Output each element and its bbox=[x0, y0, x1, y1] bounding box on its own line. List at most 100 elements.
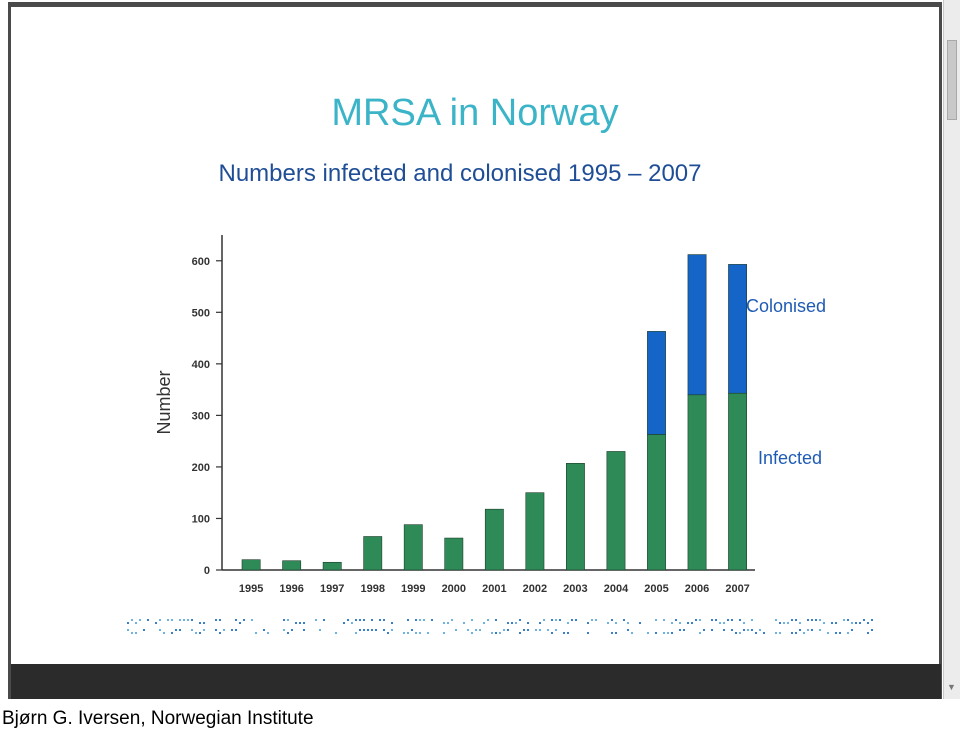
decorative-dot bbox=[471, 632, 473, 634]
decorative-dot bbox=[363, 629, 365, 631]
decorative-dot bbox=[751, 629, 753, 631]
decorative-dot bbox=[195, 632, 197, 634]
scroll-down-arrow-icon[interactable]: ▼ bbox=[947, 682, 956, 692]
x-tick-label: 2003 bbox=[563, 583, 587, 595]
decorative-dot bbox=[559, 619, 561, 621]
decorative-dot bbox=[179, 629, 181, 631]
decorative-dot bbox=[535, 629, 537, 631]
decorative-dot bbox=[807, 629, 809, 631]
decorative-dot bbox=[539, 622, 541, 624]
decorative-dot bbox=[135, 632, 137, 634]
decorative-dot bbox=[779, 632, 781, 634]
decorative-dot bbox=[299, 622, 301, 624]
decorative-dot bbox=[475, 629, 477, 631]
decorative-dot bbox=[655, 632, 657, 634]
decorative-dot bbox=[235, 629, 237, 631]
decorative-dot bbox=[851, 629, 853, 631]
decorative-dot bbox=[447, 622, 449, 624]
y-tick-label: 0 bbox=[204, 565, 210, 577]
decorative-dot bbox=[511, 622, 513, 624]
decorative-dot bbox=[699, 632, 701, 634]
slide-subtitle: Numbers infected and colonised 1995 – 20… bbox=[218, 160, 702, 187]
decorative-dot bbox=[427, 632, 429, 634]
decorative-dot bbox=[607, 622, 609, 624]
decorative-dot bbox=[455, 629, 457, 631]
decorative-dot bbox=[423, 619, 425, 621]
decorative-dot bbox=[203, 629, 205, 631]
decorative-dot bbox=[451, 619, 453, 621]
decorative-dot bbox=[355, 619, 357, 621]
decorative-dot bbox=[775, 619, 777, 621]
decorative-dot bbox=[523, 629, 525, 631]
bar-infected bbox=[241, 559, 261, 571]
decorative-dot bbox=[791, 632, 793, 634]
decorative-dot bbox=[303, 622, 305, 624]
decorative-dot bbox=[551, 619, 553, 621]
decorative-dot bbox=[215, 629, 217, 631]
decorative-dot bbox=[527, 622, 529, 624]
decorative-dot bbox=[563, 632, 565, 634]
decorative-dot bbox=[795, 619, 797, 621]
decorative-dot bbox=[355, 632, 357, 634]
decorative-dot bbox=[675, 619, 677, 621]
decorative-dot bbox=[811, 629, 813, 631]
decorative-dot bbox=[803, 632, 805, 634]
decorative-dot bbox=[139, 619, 141, 621]
stacked-bar-chart: 0 100 200 300 400 500 600 Number 1995 1996 1997 199… bbox=[154, 235, 755, 595]
decorative-dot bbox=[647, 632, 649, 634]
decorative-dot bbox=[175, 629, 177, 631]
decorative-dot bbox=[315, 619, 317, 621]
decorative-dot bbox=[507, 622, 509, 624]
decorative-dot bbox=[487, 619, 489, 621]
decorative-dot bbox=[743, 629, 745, 631]
legend-label-infected: Infected bbox=[758, 448, 823, 468]
x-tick-label: 1995 bbox=[239, 583, 263, 595]
decorative-dot bbox=[723, 629, 725, 631]
decorative-dot bbox=[799, 622, 801, 624]
decorative-dot bbox=[415, 632, 417, 634]
decorative-dot bbox=[135, 622, 137, 624]
decorative-dot bbox=[739, 632, 741, 634]
decorative-dot bbox=[671, 622, 673, 624]
decorative-dot bbox=[639, 622, 641, 624]
decorative-dot bbox=[859, 622, 861, 624]
bar-infected bbox=[606, 451, 626, 571]
decorative-dot bbox=[719, 622, 721, 624]
decorative-dot bbox=[287, 632, 289, 634]
decorative-dot bbox=[835, 622, 837, 624]
credit-caption: Bjørn G. Iversen, Norwegian Institute bbox=[2, 708, 314, 729]
decorative-dot bbox=[407, 632, 409, 634]
x-tick-label: 2004 bbox=[604, 583, 629, 595]
decorative-dot bbox=[587, 622, 589, 624]
x-tick-label: 2001 bbox=[482, 583, 506, 595]
bar-infected bbox=[566, 463, 585, 571]
decorative-dot bbox=[319, 629, 321, 631]
decorative-dot bbox=[219, 632, 221, 634]
decorative-dot bbox=[471, 619, 473, 621]
decorative-dot bbox=[243, 619, 245, 621]
decorative-dot bbox=[499, 632, 501, 634]
y-tick-label: 100 bbox=[192, 513, 210, 525]
vertical-scrollbar[interactable]: ▼ bbox=[943, 0, 960, 699]
x-tick-label: 2005 bbox=[644, 583, 668, 595]
decorative-dot bbox=[387, 632, 389, 634]
decorative-dot bbox=[575, 619, 577, 621]
bar-infected bbox=[403, 524, 423, 571]
decorative-dot bbox=[763, 632, 765, 634]
decorative-dot bbox=[851, 622, 853, 624]
y-tick-label: 300 bbox=[192, 410, 210, 422]
decorative-dot bbox=[819, 619, 821, 621]
decorative-dot bbox=[747, 629, 749, 631]
x-tick-label: 1997 bbox=[320, 583, 344, 595]
decorative-dot bbox=[867, 622, 869, 624]
bar-colonised bbox=[728, 264, 748, 394]
decorative-dot bbox=[155, 622, 157, 624]
scrollbar-thumb[interactable] bbox=[947, 40, 957, 120]
decorative-dot bbox=[663, 632, 665, 634]
decorative-dot bbox=[391, 622, 393, 624]
slide-title: MRSA in Norway bbox=[331, 92, 619, 134]
bar-colonised bbox=[647, 331, 666, 435]
bar-infected bbox=[687, 394, 707, 571]
decorative-dot bbox=[283, 629, 285, 631]
decorative-dot bbox=[623, 619, 625, 621]
